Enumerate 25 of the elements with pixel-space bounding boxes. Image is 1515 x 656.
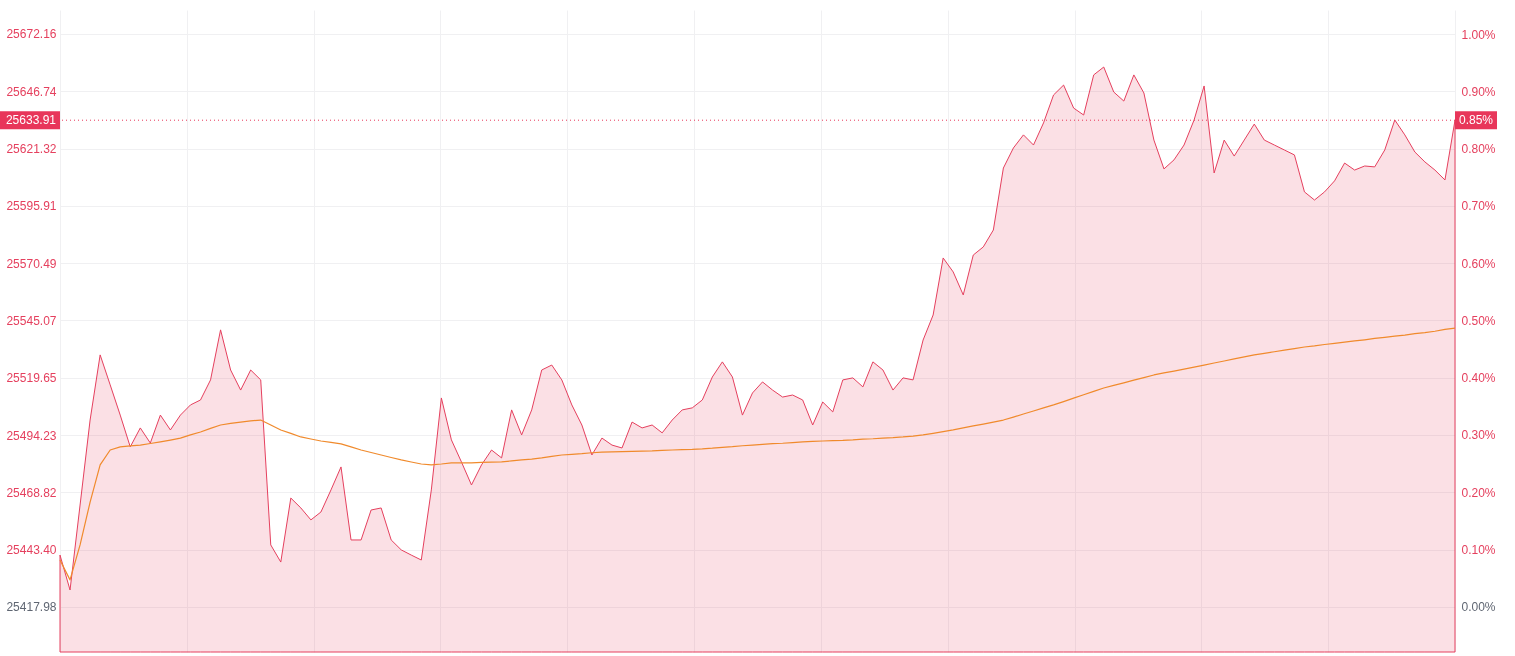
y2-tick-label: 0.00% — [1461, 600, 1496, 615]
y2-tick-label: 0.50% — [1461, 313, 1496, 328]
y-tick-label: 25468.82 — [6, 485, 57, 500]
y2-tick-label: 0.60% — [1461, 256, 1496, 271]
y-tick-label: 25519.65 — [6, 371, 57, 386]
y2-tick-label: 0.20% — [1461, 485, 1496, 500]
y2-tick-label: 0.70% — [1461, 199, 1496, 214]
y2-tick-label: 0.40% — [1461, 371, 1496, 386]
y-tick-label: 25621.32 — [6, 142, 57, 157]
y2-tick-label: 1.00% — [1461, 27, 1496, 42]
y2-tick-label: 0.30% — [1461, 428, 1496, 443]
y-tick-label: 25545.07 — [6, 313, 57, 328]
annotation: 0.85% — [1459, 113, 1494, 128]
ref-line-label: 25633.91 — [5, 113, 57, 128]
y2-tick-label: 0.90% — [1461, 84, 1496, 99]
y-tick-label: 25646.74 — [6, 84, 57, 99]
line-series — [59, 327, 1456, 581]
y2-tick-label: 0.80% — [1461, 142, 1496, 157]
y2-tick-label: 0.10% — [1461, 542, 1496, 557]
y-tick-label: 25595.91 — [6, 199, 57, 214]
y-tick-label: 25570.49 — [6, 256, 57, 271]
y-tick-label: 25417.98 — [6, 600, 57, 615]
y-tick-label: 25443.40 — [6, 543, 57, 558]
y-tick-label: 25672.16 — [6, 27, 57, 42]
y-tick-label: 25494.23 — [6, 428, 57, 443]
